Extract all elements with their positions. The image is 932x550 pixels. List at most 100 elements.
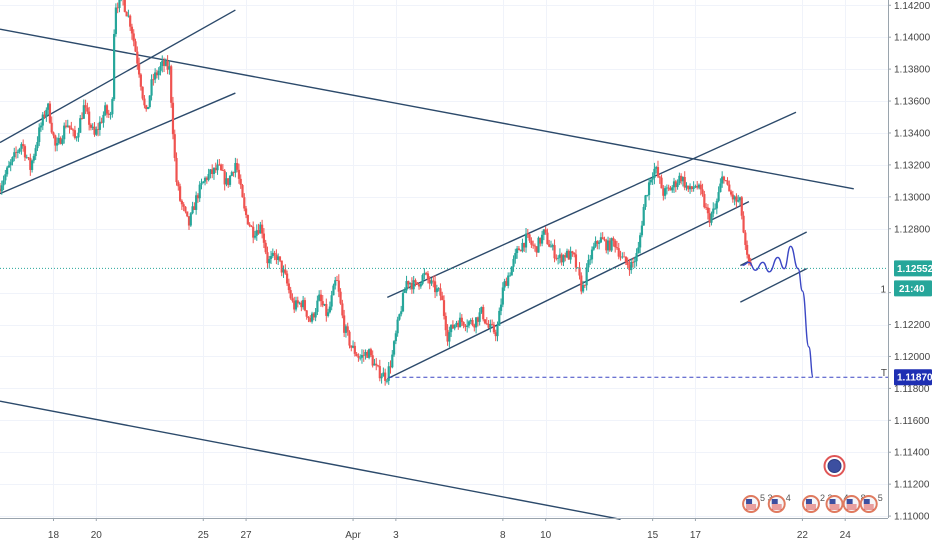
- candle-body[interactable]: [55, 143, 59, 146]
- candle-body[interactable]: [580, 275, 583, 292]
- candle-body[interactable]: [564, 255, 567, 258]
- candle-body[interactable]: [266, 252, 269, 264]
- candle-body[interactable]: [312, 313, 315, 318]
- candle-body[interactable]: [688, 186, 692, 190]
- candle-body[interactable]: [25, 157, 28, 159]
- candle-body[interactable]: [239, 178, 242, 186]
- candle-body[interactable]: [392, 341, 396, 355]
- candle-body[interactable]: [671, 187, 674, 191]
- candle-body[interactable]: [437, 288, 440, 290]
- candle-body[interactable]: [726, 180, 729, 185]
- candle-body[interactable]: [184, 206, 187, 212]
- candle-body[interactable]: [421, 275, 424, 284]
- candle-body[interactable]: [412, 280, 415, 290]
- candle-body[interactable]: [729, 191, 733, 195]
- candle-body[interactable]: [228, 175, 232, 185]
- candle-body[interactable]: [282, 269, 285, 273]
- candle-body[interactable]: [305, 310, 308, 317]
- candle-body[interactable]: [467, 321, 471, 326]
- candle-body[interactable]: [155, 72, 159, 76]
- candle-body[interactable]: [207, 173, 210, 180]
- candle-body[interactable]: [7, 165, 11, 168]
- candle-body[interactable]: [540, 234, 544, 244]
- candle-body[interactable]: [473, 325, 476, 328]
- candle-body[interactable]: [250, 225, 253, 227]
- candle-body[interactable]: [667, 187, 670, 189]
- candle-body[interactable]: [168, 66, 171, 70]
- candle-body[interactable]: [236, 163, 239, 170]
- candle-body[interactable]: [649, 179, 652, 183]
- candle-body[interactable]: [96, 129, 100, 131]
- candle-body[interactable]: [43, 114, 46, 117]
- candle-body[interactable]: [107, 113, 110, 115]
- candle-body[interactable]: [302, 300, 305, 308]
- candle-body[interactable]: [483, 319, 487, 324]
- candle-body[interactable]: [656, 167, 660, 177]
- candle-body[interactable]: [621, 256, 624, 258]
- candle-body[interactable]: [261, 224, 264, 234]
- candle-body[interactable]: [433, 281, 437, 293]
- candle-body[interactable]: [596, 241, 599, 244]
- candle-body[interactable]: [175, 157, 178, 183]
- candle-body[interactable]: [328, 306, 331, 313]
- candle-body[interactable]: [405, 281, 408, 291]
- candle-body[interactable]: [592, 246, 595, 250]
- candle-body[interactable]: [446, 330, 449, 342]
- candlestick-series[interactable]: [0, 0, 752, 386]
- candle-body[interactable]: [351, 345, 355, 348]
- candle-body[interactable]: [378, 366, 381, 379]
- candle-body[interactable]: [699, 184, 702, 190]
- economic-events[interactable]: 5 342 3485: [742, 455, 883, 513]
- candle-body[interactable]: [507, 275, 510, 286]
- candle-body[interactable]: [442, 300, 446, 316]
- candle-body[interactable]: [496, 325, 499, 337]
- candle-body[interactable]: [435, 288, 438, 293]
- candle-body[interactable]: [660, 177, 663, 189]
- candle-body[interactable]: [724, 180, 727, 181]
- candle-body[interactable]: [171, 102, 175, 135]
- candle-body[interactable]: [731, 194, 734, 200]
- candle-body[interactable]: [549, 246, 553, 248]
- candle-body[interactable]: [303, 300, 307, 311]
- candle-body[interactable]: [403, 290, 406, 293]
- candle-body[interactable]: [674, 181, 677, 188]
- candle-body[interactable]: [177, 182, 180, 187]
- candle-body[interactable]: [583, 285, 586, 286]
- candle-body[interactable]: [227, 178, 230, 185]
- candle-body[interactable]: [123, 0, 126, 12]
- candle-body[interactable]: [316, 300, 319, 312]
- candle-body[interactable]: [105, 105, 109, 114]
- candle-body[interactable]: [186, 211, 189, 217]
- candle-body[interactable]: [453, 324, 456, 329]
- candle-body[interactable]: [32, 156, 35, 161]
- candle-body[interactable]: [79, 118, 82, 133]
- candle-body[interactable]: [581, 285, 585, 292]
- candle-body[interactable]: [508, 275, 512, 277]
- candle-body[interactable]: [672, 181, 676, 188]
- candle-body[interactable]: [326, 312, 330, 316]
- candle-body[interactable]: [343, 315, 346, 333]
- candle-body[interactable]: [253, 235, 257, 238]
- candle-body[interactable]: [441, 295, 444, 301]
- candle-body[interactable]: [70, 127, 73, 130]
- candle-body[interactable]: [54, 135, 57, 146]
- candle-body[interactable]: [532, 244, 535, 246]
- candle-body[interactable]: [59, 137, 62, 144]
- candle-body[interactable]: [728, 184, 731, 192]
- candle-body[interactable]: [318, 294, 321, 301]
- candle-body[interactable]: [116, 7, 119, 9]
- candle-body[interactable]: [152, 79, 155, 81]
- candle-body[interactable]: [375, 363, 378, 366]
- candle-body[interactable]: [692, 187, 695, 189]
- candle-body[interactable]: [221, 170, 224, 171]
- candle-body[interactable]: [471, 320, 474, 326]
- candle-body[interactable]: [47, 103, 50, 110]
- candle-body[interactable]: [587, 260, 590, 268]
- candle-body[interactable]: [359, 357, 362, 359]
- candle-body[interactable]: [109, 114, 112, 115]
- candle-body[interactable]: [478, 312, 481, 322]
- candle-body[interactable]: [694, 185, 697, 188]
- candle-body[interactable]: [309, 318, 312, 322]
- candle-body[interactable]: [571, 251, 574, 253]
- candle-body[interactable]: [129, 15, 132, 27]
